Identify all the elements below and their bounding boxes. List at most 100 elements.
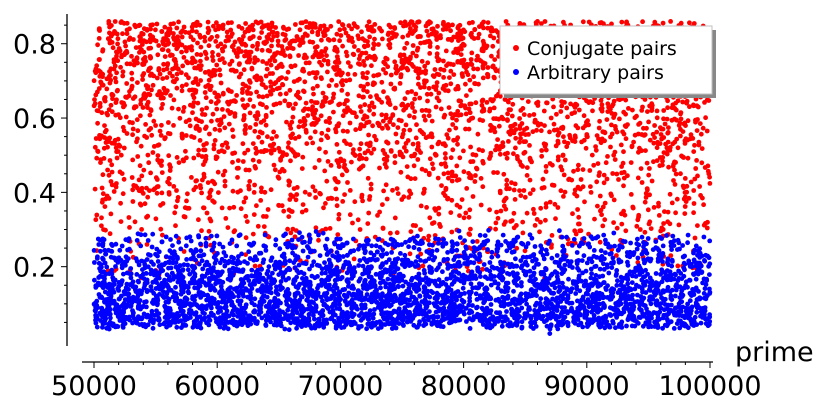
conjugate-pair-point [223,216,229,221]
conjugate-pair-point [137,38,143,44]
conjugate-pair-point [261,118,267,123]
conjugate-pair-point [267,48,273,54]
arbitrary-pair-point [395,283,401,289]
conjugate-pair-point [283,76,289,81]
conjugate-pair-point [449,169,455,175]
conjugate-pair-point [698,131,704,137]
conjugate-pair-point [419,166,425,172]
arbitrary-pair-point [544,251,550,257]
conjugate-pair-point [438,106,444,112]
conjugate-pair-point [451,137,456,143]
conjugate-pair-point [206,43,212,49]
conjugate-pair-point [470,20,475,25]
conjugate-pair-point [344,141,349,147]
conjugate-pair-point [212,138,218,143]
conjugate-pair-point [215,43,221,49]
conjugate-pair-point [630,205,636,211]
conjugate-pair-point [666,164,671,170]
arbitrary-pair-point [337,236,343,242]
conjugate-pair-point [160,201,166,206]
arbitrary-pair-point [466,289,472,295]
conjugate-pair-point [549,233,555,238]
conjugate-pair-point [565,241,571,247]
conjugate-pair-point [367,54,372,59]
conjugate-pair-point [95,89,100,95]
conjugate-pair-point [476,81,481,87]
conjugate-pair-point [156,66,162,71]
conjugate-pair-point [257,101,263,107]
conjugate-pair-point [234,54,240,59]
conjugate-pair-point [105,144,110,150]
conjugate-pair-point [94,67,99,73]
conjugate-pair-point [478,176,484,181]
arbitrary-pair-point [707,272,712,277]
conjugate-pair-point [381,67,386,72]
conjugate-pair-point [594,179,600,185]
arbitrary-pair-point [389,250,394,255]
conjugate-pair-point [285,46,290,51]
conjugate-pair-point [629,143,635,149]
conjugate-pair-point [481,106,486,112]
conjugate-pair-point [271,147,277,153]
conjugate-pair-point [198,58,203,64]
conjugate-pair-point [517,21,523,26]
conjugate-pair-point [308,135,313,141]
conjugate-pair-point [292,234,298,240]
conjugate-pair-point [512,197,518,202]
conjugate-pair-point [230,43,236,48]
conjugate-pair-point [108,211,114,217]
conjugate-pair-point [346,23,352,29]
conjugate-pair-point [496,123,502,129]
conjugate-pair-point [256,159,262,164]
conjugate-pair-point [492,57,498,62]
arbitrary-pair-point [551,290,557,296]
conjugate-pair-point [495,170,500,176]
conjugate-pair-point [284,119,289,125]
conjugate-pair-point [453,125,459,131]
conjugate-pair-point [588,184,593,190]
conjugate-pair-point [217,67,223,73]
arbitrary-pair-point [622,239,628,245]
conjugate-pair-point [583,123,588,128]
conjugate-pair-point [320,90,326,96]
conjugate-pair-point [565,114,570,120]
conjugate-pair-point [199,119,205,124]
conjugate-pair-point [343,49,349,55]
conjugate-pair-point [445,195,451,201]
conjugate-pair-point [435,175,441,181]
conjugate-pair-point [599,102,605,108]
conjugate-pair-point [442,151,448,157]
conjugate-pair-point [517,139,522,145]
points-layer [91,19,713,336]
conjugate-pair-point [362,102,368,108]
conjugate-pair-point [577,228,583,234]
conjugate-pair-point [570,211,575,217]
conjugate-pair-point [438,161,444,167]
conjugate-pair-point [682,204,688,209]
conjugate-pair-point [243,123,248,128]
conjugate-pair-point [620,160,626,166]
arbitrary-pair-point [560,280,565,286]
conjugate-pair-point [303,207,309,213]
conjugate-pair-point [455,59,461,65]
conjugate-pair-point [194,123,200,129]
arbitrary-pair-point [571,237,577,242]
conjugate-pair-point [581,113,587,119]
conjugate-pair-point [463,81,468,87]
conjugate-pair-point [646,221,652,227]
conjugate-pair-point [307,192,312,197]
conjugate-pair-point [118,219,124,225]
conjugate-pair-point [198,78,204,83]
conjugate-pair-point [265,207,271,212]
conjugate-pair-point [134,55,140,61]
conjugate-pair-point [102,204,108,210]
conjugate-pair-point [335,232,341,238]
conjugate-pair-point [372,53,377,59]
conjugate-pair-point [180,28,185,34]
conjugate-pair-point [309,29,315,35]
conjugate-pair-point [514,245,520,251]
conjugate-pair-point [364,89,370,95]
conjugate-pair-point [138,143,144,149]
conjugate-pair-point [707,181,713,186]
conjugate-pair-point [348,64,353,69]
